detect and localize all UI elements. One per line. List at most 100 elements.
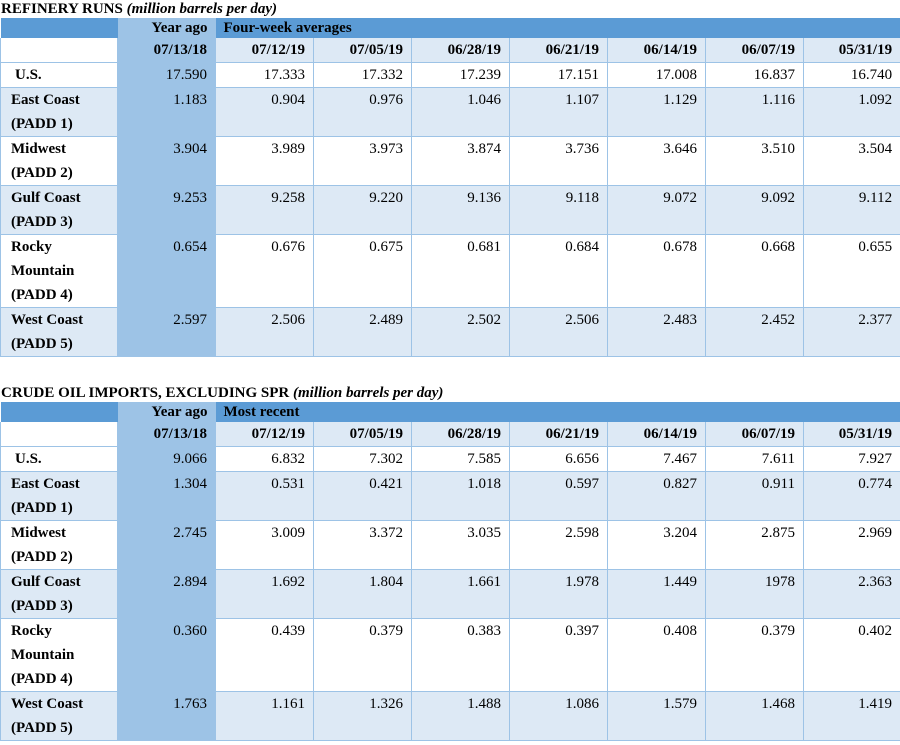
value-cell: 17.332 [313,62,412,88]
region-label-line: (PADD 4) [11,287,73,303]
value-cell: 1.304 [117,471,216,521]
value-cell: 2.506 [215,307,314,357]
value-cell: 0.904 [215,87,314,137]
refinery-runs-header-row: Year ago Four-week averages [0,18,900,38]
value-cell: 1.046 [411,87,510,137]
value-cell: 17.590 [117,62,216,88]
value-cell: 16.837 [705,62,804,88]
date-header: 06/21/19 [509,422,608,447]
table-row: Gulf Coast (PADD 3) 2.894 1.692 1.804 1.661 1.… [0,569,900,619]
value-cell: 2.969 [802,520,900,570]
value-cell: 9.258 [215,185,314,235]
value-cell: 17.239 [411,62,510,88]
date-header: 07/13/18 [117,422,216,447]
value-cell: 17.333 [215,62,314,88]
value-cell: 1.978 [509,569,608,619]
region-label-line: West Coast [11,312,84,328]
header-blank-cell [0,402,118,422]
region-label-line: Rocky [11,239,52,255]
value-cell: 3.973 [313,136,412,186]
value-cell: 9.072 [607,185,706,235]
region-label-line: (PADD 1) [11,500,73,516]
value-cell: 9.118 [509,185,608,235]
value-cell: 3.504 [802,136,900,186]
table-row: Rocky Mountain (PADD 4) 0.360 0.439 0.379 0.38… [0,618,900,692]
value-cell: 2.875 [705,520,804,570]
table-row: East Coast (PADD 1) 1.304 0.531 0.421 1.018 0.… [0,471,900,521]
region-label-line: Midwest [11,525,66,541]
value-cell: 1.468 [705,691,804,741]
date-row-blank-cell [0,422,118,447]
table-row: U.S. 9.066 6.832 7.302 7.585 6.656 7.467 7.611 7… [0,446,900,472]
region-label-line: Rocky [11,623,52,639]
region-label-line: (PADD 2) [11,549,73,565]
date-header: 07/12/19 [215,38,314,63]
value-cell: 2.502 [411,307,510,357]
period-group-header: Four-week averages [215,18,900,38]
value-cell: 0.827 [607,471,706,521]
value-cell: 1.763 [117,691,216,741]
value-cell: 1.086 [509,691,608,741]
region-label-line: Midwest [11,141,66,157]
region-label: Gulf Coast (PADD 3) [0,185,118,235]
value-cell: 0.402 [802,618,900,692]
region-label-line: (PADD 2) [11,165,73,181]
region-label: Midwest (PADD 2) [0,520,118,570]
table-row: Midwest (PADD 2) 2.745 3.009 3.372 3.035 2.598… [0,520,900,570]
date-header: 06/07/19 [705,38,804,63]
value-cell: 1.183 [117,87,216,137]
region-label-line: (PADD 1) [11,116,73,132]
value-cell: 17.151 [509,62,608,88]
value-cell: 3.510 [705,136,804,186]
value-cell: 6.832 [215,446,314,472]
value-cell: 3.009 [215,520,314,570]
value-cell: 0.408 [607,618,706,692]
value-cell: 1.018 [411,471,510,521]
refinery-runs-title: REFINERY RUNS (million barrels per day) [0,0,900,18]
value-cell: 2.489 [313,307,412,357]
region-label-line: East Coast [11,92,80,108]
table-row: Rocky Mountain (PADD 4) 0.654 0.676 0.675 0.68… [0,234,900,308]
refinery-runs-table: Year ago Four-week averages 07/13/18 07/12/… [0,18,900,357]
date-header: 06/28/19 [411,38,510,63]
table-row: Midwest (PADD 2) 3.904 3.989 3.973 3.874 3.736… [0,136,900,186]
value-cell: 0.655 [802,234,900,308]
year-ago-header: Year ago [117,402,216,422]
value-cell: 0.976 [313,87,412,137]
value-cell: 0.654 [117,234,216,308]
value-cell: 0.678 [607,234,706,308]
crude-imports-header-row: Year ago Most recent [0,402,900,422]
region-label-line: (PADD 3) [11,598,73,614]
region-label: West Coast (PADD 5) [0,691,118,741]
value-cell: 0.774 [802,471,900,521]
value-cell: 2.363 [802,569,900,619]
value-cell: 1.116 [705,87,804,137]
region-label: Rocky Mountain (PADD 4) [0,618,118,692]
region-label-line: Gulf Coast [11,574,81,590]
value-cell: 9.136 [411,185,510,235]
period-group-header: Most recent [215,402,900,422]
table-row: Gulf Coast (PADD 3) 9.253 9.258 9.220 9.136 9.… [0,185,900,235]
value-cell: 0.676 [215,234,314,308]
region-label: Gulf Coast (PADD 3) [0,569,118,619]
date-header: 06/28/19 [411,422,510,447]
value-cell: 9.092 [705,185,804,235]
table-row: U.S. 17.590 17.333 17.332 17.239 17.151 17.008… [0,62,900,88]
value-cell: 17.008 [607,62,706,88]
region-label-line: (PADD 4) [11,671,73,687]
value-cell: 1.449 [607,569,706,619]
value-cell: 1.692 [215,569,314,619]
value-cell: 9.220 [313,185,412,235]
refinery-runs-title-unit: (million barrels per day) [126,1,278,17]
value-cell: 1.161 [215,691,314,741]
value-cell: 1.804 [313,569,412,619]
value-cell: 2.745 [117,520,216,570]
value-cell: 1.579 [607,691,706,741]
value-cell: 3.874 [411,136,510,186]
value-cell: 7.611 [705,446,804,472]
date-header: 06/14/19 [607,422,706,447]
date-header: 07/12/19 [215,422,314,447]
value-cell: 9.066 [117,446,216,472]
value-cell: 7.302 [313,446,412,472]
date-header: 07/05/19 [313,38,412,63]
